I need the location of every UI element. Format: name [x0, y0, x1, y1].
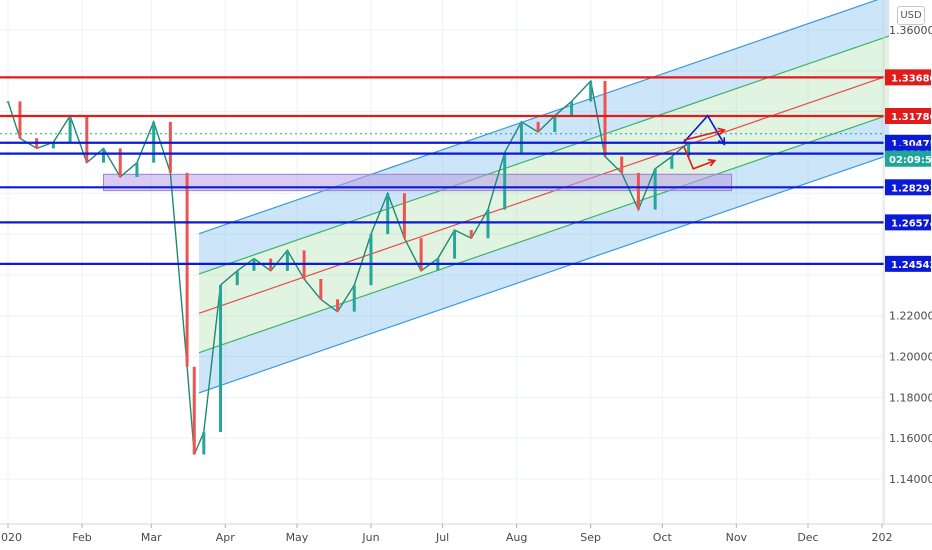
price-candle: [68, 115, 72, 143]
level-price-label: 1.30475: [891, 139, 932, 150]
projection-arrow-head: [717, 127, 727, 136]
channel-outer-upper-line[interactable]: [198, 0, 889, 235]
price-candle: [589, 81, 593, 102]
y-tick-label: 1.14000: [889, 473, 932, 486]
x-tick-label: 2020: [0, 531, 22, 544]
regression-channel[interactable]: [198, 0, 890, 394]
price-candle: [603, 81, 607, 157]
countdown-label: 02:09:59: [889, 155, 932, 166]
x-tick-label: 202: [872, 531, 893, 544]
x-tick-label: Apr: [216, 531, 236, 544]
level-price-label-bg: [885, 108, 931, 125]
level-price-label-bg: [885, 69, 931, 86]
level-price-label: 1.28293: [891, 183, 932, 194]
price-candle: [553, 115, 557, 133]
level-price-label: 1.31786: [891, 112, 932, 123]
level-price-label-bg: [885, 179, 931, 196]
price-candle: [285, 250, 289, 271]
price-candle: [570, 101, 574, 116]
price-candle: [486, 209, 490, 239]
price-candle: [6, 101, 10, 103]
projection-arrow-up[interactable]: [683, 114, 726, 145]
price-candle: [503, 152, 507, 210]
projection-arrow-head: [717, 137, 726, 146]
price-axis-labels: 1.336801.317861.304751.299411.282931.265…: [885, 69, 932, 272]
level-price-label-bg: [885, 255, 931, 272]
countdown-bg: [885, 150, 931, 167]
y-tick-label: 1.20000: [889, 351, 932, 364]
y-tick-label: 1.36000: [889, 24, 932, 37]
projection-arrow-head: [707, 158, 717, 167]
price-candle: [687, 142, 691, 157]
channel-upper-band: [199, 0, 890, 274]
channel-outer-lower-line[interactable]: [198, 154, 890, 394]
price-candle: [168, 121, 172, 173]
price-candle: [469, 230, 473, 239]
price-candle: [235, 270, 239, 286]
price-candle: [192, 366, 196, 455]
projection-arrow-down[interactable]: [683, 145, 716, 170]
time-axis[interactable]: 2020 Feb Mar Apr May Jun Jul Aug Sep Oct Nov Dec 202: [0, 524, 893, 544]
price-candle: [386, 193, 390, 235]
x-tick-label: Aug: [506, 531, 527, 544]
price-candle: [319, 278, 323, 300]
price-axis[interactable]: 1.36000 1.22000 1.20000 1.18000 1.16000 1.140…: [889, 24, 932, 486]
price-candle: [51, 142, 55, 149]
level-price-label: 1.26574: [891, 218, 932, 229]
level-price-label: 1.24542: [891, 260, 932, 271]
price-candle: [369, 234, 373, 286]
x-tick-label: Jun: [361, 531, 379, 544]
price-candle: [453, 230, 457, 259]
price-candle: [85, 115, 89, 163]
price-candle: [519, 121, 523, 153]
currency-label[interactable]: USD: [897, 6, 925, 25]
y-tick-label: 1.16000: [889, 432, 932, 445]
level-price-label-bg: [885, 214, 931, 231]
level-price-label: 1.33680: [891, 73, 932, 84]
price-candle: [352, 285, 356, 312]
x-tick-label: Nov: [726, 531, 748, 544]
channel-inner-upper-line[interactable]: [198, 35, 890, 275]
projection-arrows[interactable]: [683, 114, 727, 170]
x-tick-label: Mar: [141, 531, 162, 544]
x-tick-label: Dec: [797, 531, 818, 544]
price-candle: [620, 156, 624, 173]
price-candle: [219, 285, 223, 433]
price-candle: [336, 299, 340, 312]
x-tick-label: Oct: [653, 531, 673, 544]
price-candle: [202, 432, 206, 455]
price-candle: [185, 172, 189, 367]
price-candle: [402, 193, 406, 239]
x-tick-label: Sep: [580, 531, 601, 544]
price-candle: [102, 148, 106, 163]
x-tick-label: Feb: [72, 531, 91, 544]
price-candle: [670, 156, 674, 169]
price-candle: [18, 101, 22, 139]
price-candle: [135, 162, 139, 177]
price-candle: [653, 168, 657, 210]
x-tick-label: May: [286, 531, 309, 544]
y-tick-label: 1.18000: [889, 391, 932, 404]
price-candle: [536, 121, 540, 133]
price-candle: [118, 148, 122, 177]
y-tick-label: 1.22000: [889, 310, 932, 323]
horizontal-levels[interactable]: [0, 76, 884, 265]
price-candle: [419, 238, 423, 271]
price-candle: [636, 172, 640, 210]
x-tick-label: Jul: [435, 531, 449, 544]
projection-arrow-down[interactable]: [683, 129, 725, 141]
